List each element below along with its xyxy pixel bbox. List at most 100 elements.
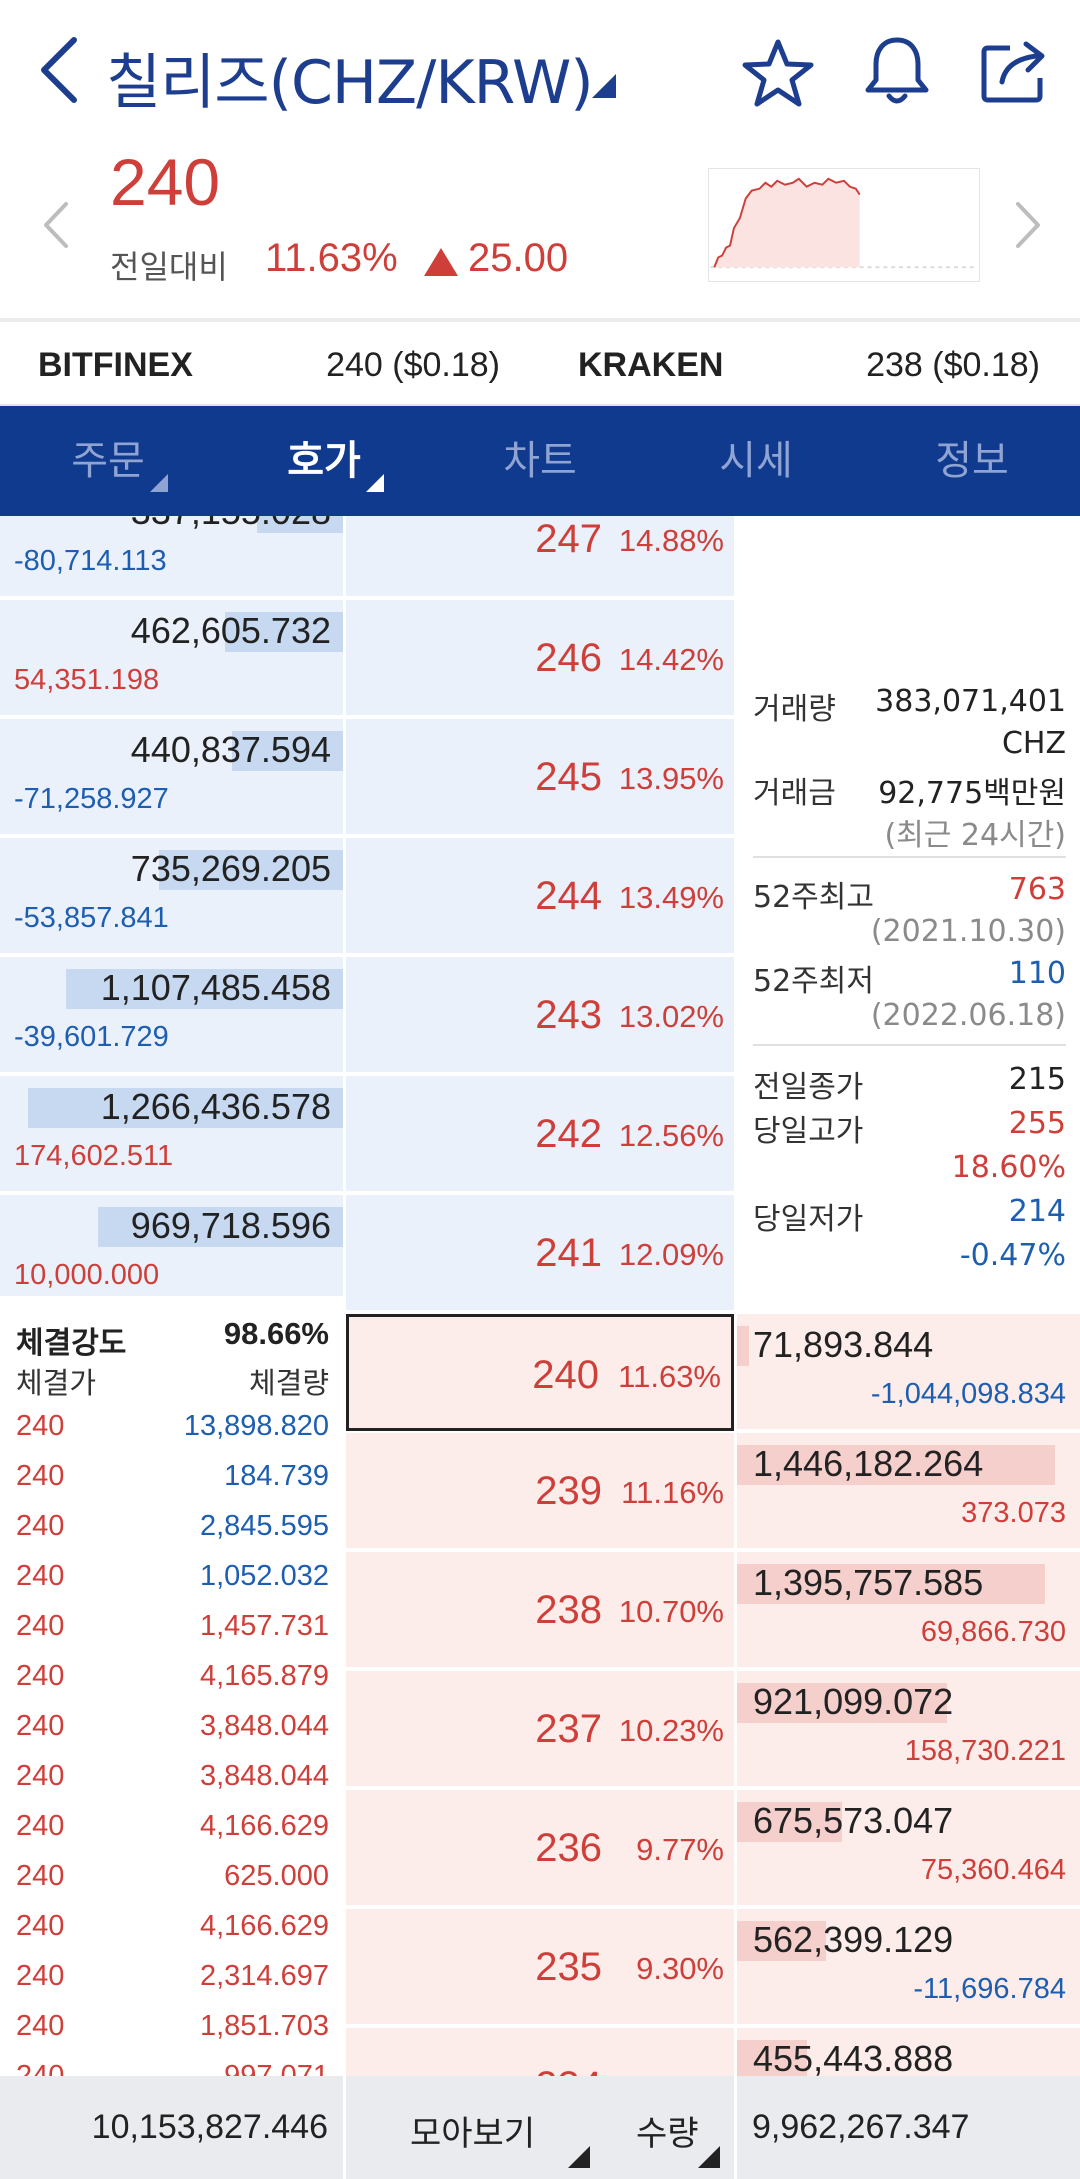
market-info-panel: 거래량 383,071,401 CHZ 거래금 92,775백만원 (최근 24… (737, 516, 1080, 1296)
bid-price-cell[interactable]: 236 9.77% (346, 1790, 734, 1907)
info-label: 당일고가 (753, 1114, 864, 1149)
bid-price-cell[interactable]: 238 10.70% (346, 1552, 734, 1669)
trade-row: 240 4,166.629 (0, 1904, 343, 1954)
ask-volume-cell[interactable]: 462,605.732 54,351.198 (0, 600, 343, 717)
bid-volume-bar (737, 1921, 826, 1961)
trade-qty: 1,052.032 (199, 1560, 329, 1592)
info-52w-low-date: (2022.06.18) (753, 998, 1066, 1038)
ask-volume-cell[interactable]: 337,155.028 -80,714.113 (0, 516, 343, 598)
trade-price: 240 (16, 1860, 65, 1892)
bid-volume-bar (737, 2040, 807, 2076)
caret-down-icon[interactable] (592, 74, 616, 98)
bid-volume-cell[interactable]: 921,099.072 158,730.221 (737, 1671, 1080, 1788)
tab-chart[interactable]: 차트 (432, 406, 648, 516)
ask-price: 241 (535, 1231, 602, 1275)
tab-orderbook[interactable]: 호가 (216, 406, 432, 516)
trade-price: 240 (16, 1660, 65, 1692)
bid-volume-bar (737, 1564, 1045, 1604)
bid-volume-change: 373.073 (961, 1497, 1066, 1529)
ask-volume-bar (98, 1207, 343, 1247)
bid-price: 237 (535, 1707, 602, 1751)
group-view-button[interactable]: 모아보기 (410, 2114, 536, 2154)
tab-market[interactable]: 시세 (648, 406, 864, 516)
bid-price-percent: 11.63% (618, 1359, 721, 1394)
tab-order[interactable]: 주문 (0, 406, 216, 516)
ask-price-percent: 13.02% (618, 999, 724, 1034)
current-price: 240 (110, 145, 221, 219)
trade-row: 240 1,457.731 (0, 1604, 343, 1654)
divider (343, 2076, 346, 2179)
share-icon[interactable] (980, 38, 1052, 104)
back-arrow-icon[interactable] (30, 30, 90, 110)
trade-row: 240 3,848.044 (0, 1754, 343, 1804)
ask-volume-cell[interactable]: 440,837.594 -71,258.927 (0, 719, 343, 836)
ask-price-percent: 13.95% (618, 761, 724, 796)
trade-qty: 2,845.595 (199, 1510, 329, 1542)
bid-price-percent: 10.23% (618, 1713, 724, 1748)
trade-price: 240 (16, 1510, 65, 1542)
ask-price-cell[interactable]: 247 14.88% (346, 516, 734, 598)
quantity-toggle-button[interactable]: 수량 (636, 2114, 699, 2154)
app-header: 칠리즈(CHZ/KRW) (0, 0, 1080, 150)
bid-volume: 455,443.888 (753, 2038, 954, 2076)
bid-volume-cell[interactable]: 1,395,757.585 69,866.730 (737, 1552, 1080, 1669)
bid-volume-cell[interactable]: 455,443.888 (737, 2028, 1080, 2076)
chevron-left-icon[interactable] (40, 200, 70, 250)
info-amount: 거래금 92,775백만원 (753, 768, 1066, 811)
bell-icon[interactable] (862, 34, 932, 106)
bid-volume: 1,395,757.585 (753, 1562, 984, 1603)
bid-volume-cell[interactable]: 562,399.129 -11,696.784 (737, 1909, 1080, 2026)
ask-volume-cell[interactable]: 1,266,436.578 174,602.511 (0, 1076, 343, 1193)
bid-price-cell[interactable]: 240 11.63% (346, 1314, 734, 1431)
bid-volume-bar (737, 1445, 1055, 1485)
bid-volume-cell[interactable]: 675,573.047 75,360.464 (737, 1790, 1080, 1907)
info-day-low-pct: -0.47% (753, 1238, 1066, 1278)
price-sparkline[interactable] (708, 168, 980, 282)
star-icon[interactable] (740, 38, 816, 108)
ask-volume-change: 174,602.511 (14, 1140, 174, 1172)
trade-row: 240 625.000 (0, 1854, 343, 1904)
bid-volume-bar (737, 1683, 947, 1723)
info-label: 당일저가 (753, 1202, 864, 1237)
ask-price-cell[interactable]: 243 13.02% (346, 957, 734, 1074)
bid-price-cell[interactable]: 235 9.30% (346, 1909, 734, 2026)
chevron-right-icon[interactable] (1014, 200, 1044, 250)
info-day-low: 당일저가 214 (753, 1194, 1066, 1237)
bid-price: 235 (535, 1945, 602, 1989)
ask-volume-cell[interactable]: 735,269.205 -53,857.841 (0, 838, 343, 955)
trade-row: 240 997.071 (0, 2054, 343, 2076)
order-book-footer: 10,153,827.446 모아보기 수량 9,962,267.347 (0, 2076, 1080, 2179)
page-title[interactable]: 칠리즈(CHZ/KRW) (106, 48, 594, 118)
bid-volume-bar (737, 1326, 749, 1366)
ask-volume-cell[interactable]: 1,107,485.458 -39,601.729 (0, 957, 343, 1074)
trade-price: 240 (16, 2060, 65, 2076)
bid-volume-cell[interactable]: 71,893.844 -1,044,098.834 (737, 1314, 1080, 1431)
tab-info[interactable]: 정보 (864, 406, 1080, 516)
bid-price-cell[interactable]: 237 10.23% (346, 1671, 734, 1788)
ask-price-cell[interactable]: 245 13.95% (346, 719, 734, 836)
trade-price: 240 (16, 1810, 65, 1842)
bid-price-cell[interactable]: 239 11.16% (346, 1433, 734, 1550)
ask-price: 246 (535, 636, 602, 680)
triangle-up-icon (424, 248, 458, 276)
trade-price: 240 (16, 1760, 65, 1792)
ask-price-cell[interactable]: 242 12.56% (346, 1076, 734, 1193)
bid-price-cell[interactable]: 234 8.84% (346, 2028, 734, 2076)
trade-row: 240 13,898.820 (0, 1404, 343, 1454)
info-label: 거래금 (753, 776, 836, 811)
ask-price-cell[interactable]: 241 12.09% (346, 1195, 734, 1312)
trade-qty: 1,457.731 (199, 1610, 329, 1642)
ask-volume-cell[interactable]: 969,718.596 10,000.000 (0, 1195, 343, 1312)
caret-icon (366, 474, 384, 492)
ask-price-cell[interactable]: 244 13.49% (346, 838, 734, 955)
bid-volume: 562,399.129 (753, 1919, 954, 1960)
tab-label: 시세 (719, 438, 793, 484)
bid-total: 9,962,267.347 (752, 2108, 970, 2146)
change-amount: 25.00 (468, 236, 569, 280)
bid-volume-cell[interactable]: 1,446,182.264 373.073 (737, 1433, 1080, 1550)
exchange-price: 238 ($0.18) (866, 346, 1040, 384)
ask-price-cell[interactable]: 246 14.42% (346, 600, 734, 717)
trade-qty: 1,851.703 (199, 2010, 329, 2042)
bid-price-percent: 11.16% (621, 1475, 724, 1510)
ask-volume-bar (257, 516, 343, 533)
